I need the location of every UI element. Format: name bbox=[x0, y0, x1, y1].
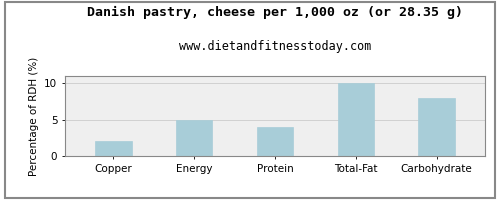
Bar bbox=[176, 120, 212, 156]
Bar bbox=[96, 141, 132, 156]
Bar bbox=[257, 127, 293, 156]
Bar bbox=[338, 83, 374, 156]
Bar bbox=[418, 98, 454, 156]
Y-axis label: Percentage of RDH (%): Percentage of RDH (%) bbox=[28, 56, 38, 176]
Text: www.dietandfitnesstoday.com: www.dietandfitnesstoday.com bbox=[179, 40, 371, 53]
Text: Danish pastry, cheese per 1,000 oz (or 28.35 g): Danish pastry, cheese per 1,000 oz (or 2… bbox=[87, 6, 463, 19]
